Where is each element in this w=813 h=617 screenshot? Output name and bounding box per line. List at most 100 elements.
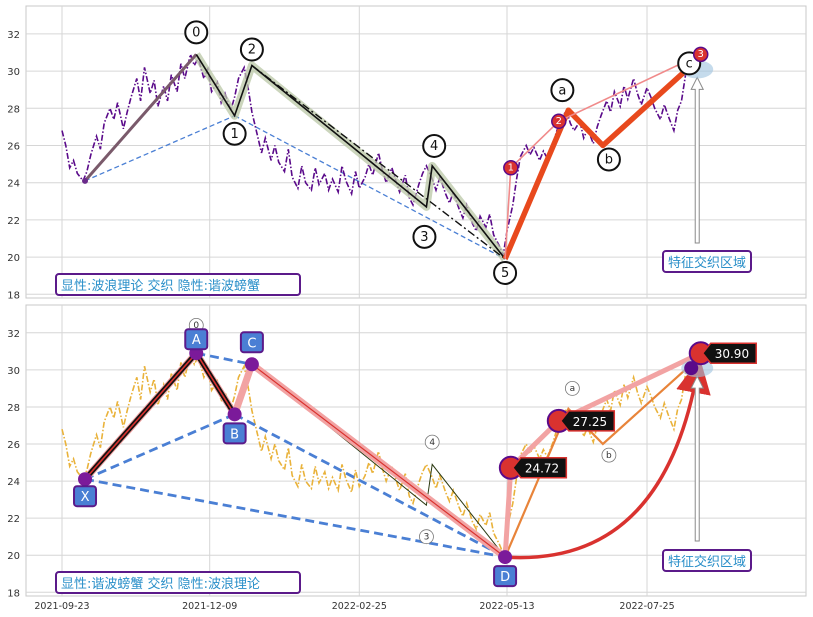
correction-label-a-circle xyxy=(550,78,575,103)
zone-label-top-box xyxy=(662,250,752,273)
wave-small-label-3: 3 xyxy=(424,532,430,542)
y-tick-label: 30 xyxy=(7,67,20,78)
correction-label-c: c xyxy=(686,57,693,72)
x-tick-label: 2021-12-09 xyxy=(182,601,237,612)
xd-line xyxy=(84,477,506,559)
projection-marker-3-circle xyxy=(692,46,709,63)
y-tick-label: 22 xyxy=(7,216,20,227)
wave-label-0: 0 xyxy=(192,26,200,41)
cd-leg xyxy=(251,363,506,558)
y-tick-label: 22 xyxy=(7,514,20,525)
wave-label-3-circle xyxy=(412,224,437,249)
wave-start-leg xyxy=(83,53,198,182)
wave-label-1-circle xyxy=(222,121,247,146)
y-tick-label: 26 xyxy=(7,440,20,451)
harmonic-panel: 18 20 22 24 26 28 30 32 0 3 4 a b X A B C D 24.72 27.25 30.9… xyxy=(7,304,807,612)
price-tag-box-1 xyxy=(559,410,616,432)
wave-panel: 18 20 22 24 26 28 30 32 0 1 2 3 4 5 a b c 1 2 3 特征交织区域显性:波浪理… xyxy=(7,5,807,301)
price-tag-box-0 xyxy=(511,456,568,479)
x-tick-label: 2022-07-25 xyxy=(619,601,674,612)
wave-label-1: 1 xyxy=(230,127,238,142)
wave-small-label-b: b xyxy=(606,451,612,461)
y-tick-label: 18 xyxy=(7,290,20,301)
x-tick-label: 2022-05-13 xyxy=(479,601,534,612)
correction-label-a: a xyxy=(558,83,566,98)
wave-small-label-3-circle xyxy=(419,529,434,545)
harmonic-label-D-box xyxy=(493,565,518,588)
zone-arrow xyxy=(690,76,705,244)
harmonic-label-C: C xyxy=(247,336,256,351)
y-tick-label: 24 xyxy=(7,477,20,488)
harmonic-label-X-box xyxy=(73,485,98,508)
y-tick-label: 24 xyxy=(7,179,20,190)
wave-label-2: 2 xyxy=(248,43,256,58)
wave-label-0-circle xyxy=(184,20,209,45)
projection-line xyxy=(504,53,702,259)
x-tick-label: 2021-09-23 xyxy=(34,601,89,612)
harmonic-label-C-box xyxy=(239,331,264,354)
wave-small-label-a-circle xyxy=(564,381,580,396)
zone-arrow xyxy=(690,375,705,542)
zone-label-bottom-box xyxy=(662,549,752,572)
footer-label-top: 显性:波浪理论 交织 隐性:谐波螃蟹 xyxy=(61,278,260,294)
projection-marker-1-circle xyxy=(503,160,519,176)
footer-label-top-box xyxy=(55,273,301,296)
projection-marker-1: 1 xyxy=(508,162,514,173)
projection-marker-2-circle xyxy=(551,113,567,130)
correction-label-b: b xyxy=(605,153,613,168)
y-tick-label: 20 xyxy=(7,253,20,264)
projection-marker-3: 3 xyxy=(698,49,704,60)
correction-line xyxy=(502,65,692,260)
ac-line xyxy=(195,351,253,366)
harmonic-label-B: B xyxy=(230,427,239,442)
harmonic-dot-B xyxy=(227,407,242,422)
wave-channel-line xyxy=(251,64,506,260)
wave-small-label-4: 4 xyxy=(429,438,435,448)
projection-line xyxy=(502,350,702,558)
footer-label-bottom: 显性:谐波螃蟹 交织 隐性:波浪理论 xyxy=(61,576,260,592)
harmonic-label-X: X xyxy=(81,490,90,505)
price-tag-1: 27.25 xyxy=(573,415,607,429)
wave-label-5-circle xyxy=(493,260,518,285)
wave-line xyxy=(195,53,506,260)
wave-start-dot xyxy=(82,177,89,184)
y-tick-label: 28 xyxy=(7,403,20,414)
y-tick-label: 32 xyxy=(7,329,20,340)
y-tick-label: 26 xyxy=(7,141,20,152)
wave-label-3: 3 xyxy=(420,230,428,245)
bd-line xyxy=(233,413,506,559)
harmonic-dot-X xyxy=(78,472,93,487)
wave-label-4: 4 xyxy=(430,139,438,154)
zone-label-top: 特征交织区域 xyxy=(668,255,746,271)
y-tick-label: 20 xyxy=(7,551,20,562)
wave-small-label-b-circle xyxy=(601,447,617,463)
zone-dot xyxy=(684,361,699,376)
harmonic-label-D: D xyxy=(500,570,510,585)
plot-area xyxy=(25,5,807,299)
y-tick-label: 18 xyxy=(7,588,20,599)
footer-label-bottom-box xyxy=(55,571,301,594)
wave-small-label-4-circle xyxy=(424,434,440,450)
zone-label-bottom: 特征交织区域 xyxy=(668,554,746,570)
price-tag-box-2 xyxy=(701,342,757,364)
correction-label-b-circle xyxy=(596,147,621,172)
projection-marker-2: 2 xyxy=(556,116,562,127)
wave-small-label-0: 0 xyxy=(193,321,199,331)
wave-label-5: 5 xyxy=(501,266,509,281)
wave-label-2-circle xyxy=(239,37,264,62)
y-tick-label: 28 xyxy=(7,104,20,115)
support-line-1 xyxy=(234,115,506,260)
harmonic-label-B-box xyxy=(222,422,247,445)
price-tag-0: 24.72 xyxy=(525,462,559,476)
y-tick-label: 32 xyxy=(7,30,20,41)
x-tick-label: 2022-02-25 xyxy=(332,601,387,612)
harmonic-dot-C xyxy=(244,357,259,372)
y-tick-label: 30 xyxy=(7,366,20,377)
harmonic-dot-D xyxy=(498,550,513,565)
wave-small-label-a: a xyxy=(570,384,576,394)
harmonic-label-A-box xyxy=(184,328,209,351)
harmonic-label-A: A xyxy=(192,333,201,348)
support-line-0 xyxy=(84,115,235,182)
wave-label-4-circle xyxy=(422,133,447,158)
